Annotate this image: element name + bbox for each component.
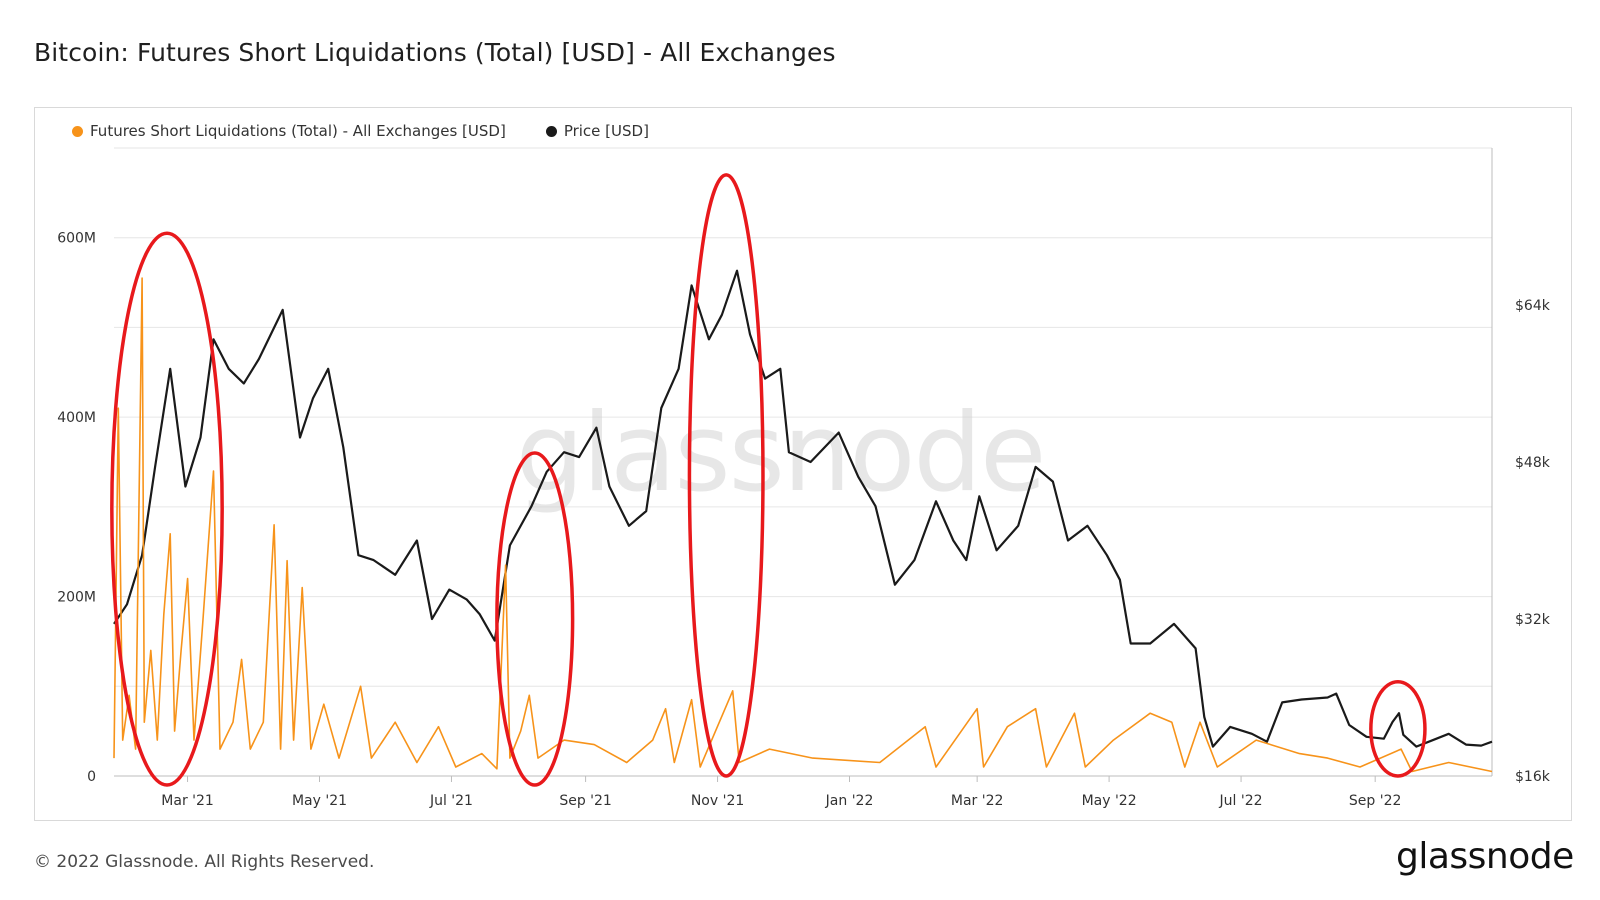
y-left-tick-label: 400M <box>57 410 96 426</box>
x-tick-label: Sep '22 <box>1349 793 1402 809</box>
legend-label-liquidations: Futures Short Liquidations (Total) - All… <box>90 122 506 140</box>
watermark-text: glassnode <box>516 391 1045 516</box>
annotation-ellipse <box>495 451 575 787</box>
x-tick-label: May '22 <box>1082 793 1137 809</box>
x-tick-label: Jul '22 <box>1219 793 1263 809</box>
x-tick-label: Jan '22 <box>825 793 874 809</box>
chart-title: Bitcoin: Futures Short Liquidations (Tot… <box>34 38 836 67</box>
series-line-price <box>113 269 1493 748</box>
x-tick-label: Mar '21 <box>161 793 214 809</box>
x-tick-label: May '21 <box>292 793 347 809</box>
y-left-tick-label: 200M <box>57 590 96 606</box>
glassnode-logo: glassnode <box>1396 836 1574 877</box>
legend-label-price: Price [USD] <box>563 122 649 140</box>
series-layer <box>113 269 1493 773</box>
y-left-tick-label: 0 <box>87 769 96 785</box>
series-line-liquidations <box>113 277 1493 773</box>
x-tick-label: Jul '21 <box>429 793 473 809</box>
annotation-ellipse <box>687 173 765 778</box>
y-right-tick-label: $64k <box>1515 298 1551 314</box>
x-tick-label: Sep '21 <box>559 793 612 809</box>
legend-dot-price <box>545 125 557 137</box>
annotation-ellipse <box>110 231 224 787</box>
y-right-tick-label: $32k <box>1515 612 1551 628</box>
legend-dot-liquidations <box>72 125 83 137</box>
x-tick-label: Nov '21 <box>691 793 744 809</box>
copyright-footer: © 2022 Glassnode. All Rights Reserved. <box>34 852 375 872</box>
chart-legend: Futures Short Liquidations (Total) - All… <box>72 122 649 140</box>
axes: 0 200M 400M 600M $16k $32k $48k $64k Mar '21 May … <box>57 148 1551 809</box>
chart-panel <box>34 107 1572 821</box>
y-right-tick-label: $16k <box>1515 769 1551 785</box>
annotation-layer <box>110 173 1427 787</box>
x-tick-label: Mar '22 <box>951 793 1004 809</box>
legend-item-price[interactable]: Price [USD] <box>545 122 649 140</box>
y-right-tick-label: $48k <box>1515 455 1551 471</box>
y-left-tick-label: 600M <box>57 231 96 247</box>
legend-item-liquidations[interactable]: Futures Short Liquidations (Total) - All… <box>72 122 506 140</box>
annotation-ellipse <box>1369 680 1427 778</box>
